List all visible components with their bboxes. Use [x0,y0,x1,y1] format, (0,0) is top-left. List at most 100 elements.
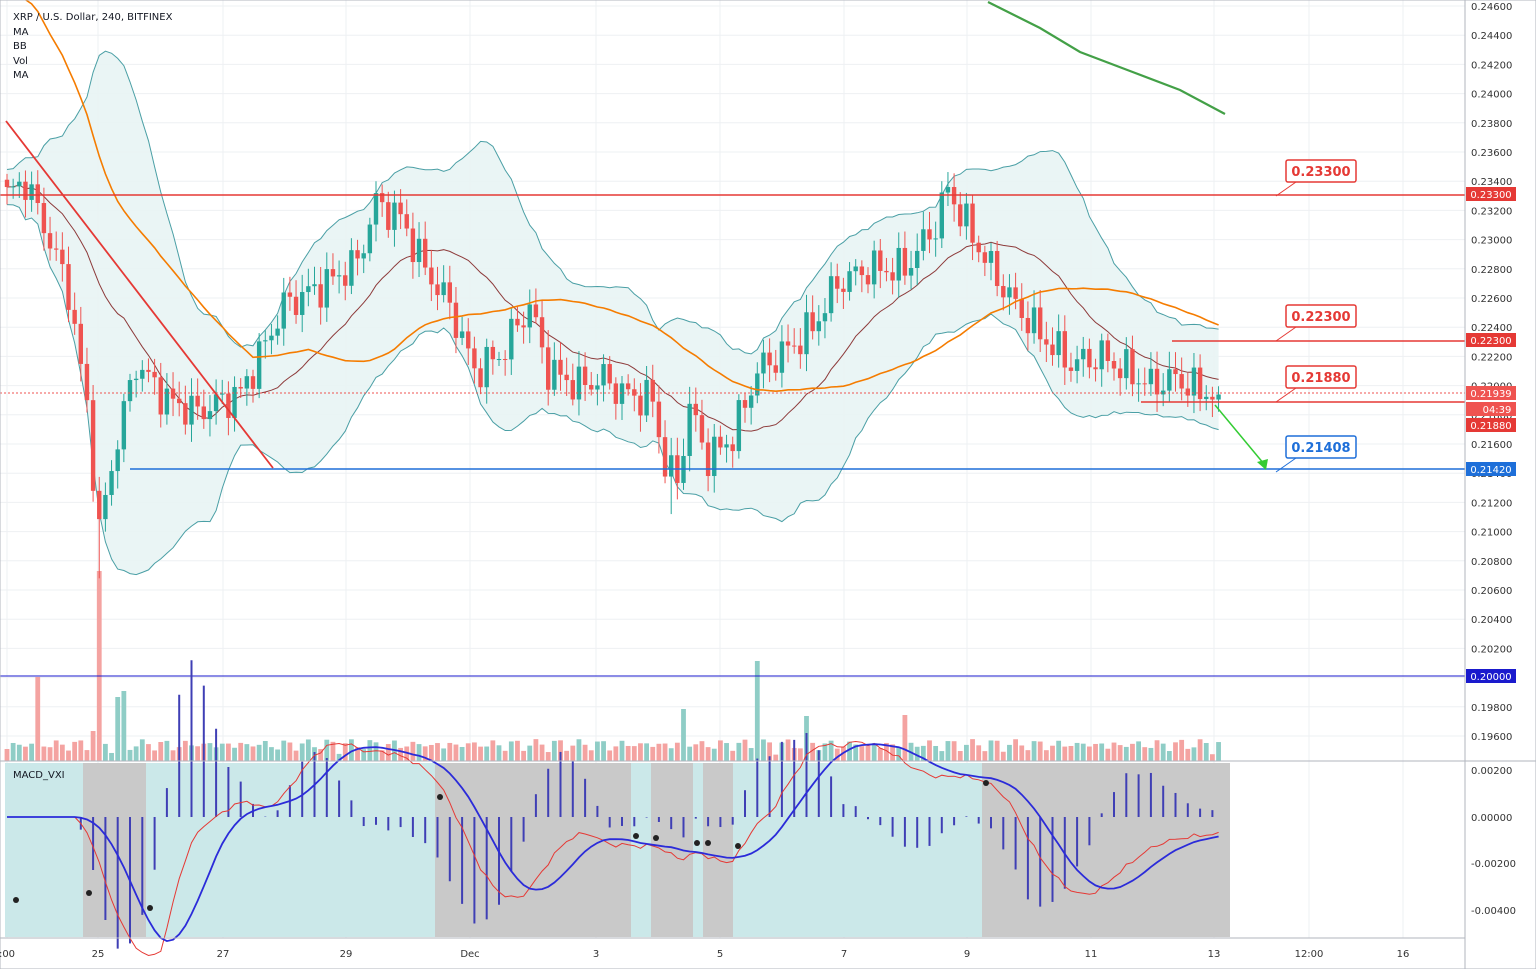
indicator-ma-1[interactable]: MA [13,26,29,38]
volume-bar [785,739,791,761]
macd-cross-dot [86,890,92,896]
volume-bar [41,746,47,761]
candle-body [662,437,668,477]
badge-resistance-223: 0.22300 [1466,333,1516,347]
volume-bar [527,745,533,761]
candle-body [170,388,176,399]
volume-bar [16,744,22,761]
candle-body [1031,307,1037,334]
candle-body [533,304,539,318]
candle-body [103,494,108,520]
indicator-vol[interactable]: Vol [13,55,28,67]
volume-bar [1080,743,1086,761]
candle-body [939,192,944,239]
candle-body [1007,287,1012,298]
callout-233[interactable]: 0.23300 [1275,159,1357,197]
candle-body [859,266,865,276]
candle-body [1191,367,1197,396]
candle-body [515,318,520,326]
candle-body [576,366,582,400]
candle-body [275,328,280,336]
candle-body [349,250,354,286]
volume-bar [1093,743,1098,761]
volume-bar [330,741,336,761]
volume-bar [613,746,619,761]
bollinger-bands [6,50,1219,576]
macd-cross-dot [13,897,19,903]
volume-bar [748,748,754,761]
candle-body [1044,339,1049,345]
volume-bar [976,745,982,761]
volume-bar [10,742,16,761]
volume-bar [398,747,403,761]
volume-bar [146,744,151,761]
badge-resistance-233: 0.23300 [1466,187,1516,201]
callout-21408[interactable]: 0.21408 [1275,435,1357,473]
indicator-ma-2[interactable]: MA [13,70,29,81]
volume-bar [656,743,662,761]
candle-body [619,383,625,404]
time-tick: :00 [0,949,15,960]
symbol-title[interactable]: XRP / U.S. Dollar, 240, BITFINEX [13,12,173,23]
price-tick: 0.23800 [1471,119,1512,130]
volume-bar [1050,745,1055,761]
volume-bar [379,750,385,761]
candle-body [1050,344,1055,356]
volume-bar [435,743,440,761]
candle-body [785,341,791,346]
svg-text:0.21420: 0.21420 [1470,465,1511,476]
volume-bar [1179,739,1185,761]
volume-bar [502,750,508,761]
price-tick: 0.23400 [1471,177,1512,188]
svg-text:04:39: 04:39 [1483,405,1512,416]
callout-2188[interactable]: 0.21880 [1275,365,1357,403]
macd-region [733,763,982,937]
candle-body [490,346,496,360]
volume-bar [1160,743,1166,761]
volume-bar [410,741,416,761]
candle-body [453,302,459,338]
price-tick: 0.23600 [1471,148,1512,159]
candle-body [656,401,662,438]
volume-bar [914,746,920,761]
candle-body [269,335,274,341]
volume-bar [232,747,237,761]
candle-body [884,270,889,273]
volume-bar [244,744,250,761]
volume-bar [508,741,514,761]
candle-body [773,365,778,373]
volume-bar [1068,745,1074,761]
volume-bar [558,740,563,761]
candle-body [121,401,127,450]
volume-bar [367,740,373,761]
candle-body [226,393,231,418]
candle-body [724,444,729,448]
callout-223[interactable]: 0.22300 [1275,304,1357,342]
indicator-bb[interactable]: BB [13,41,27,52]
volume-bar [1148,747,1154,761]
candle-body [496,359,502,361]
volume-bar [1105,748,1111,761]
volume-bar [441,748,447,761]
volume-bar [564,750,570,761]
candle-body [933,238,938,240]
candle-body [459,331,465,338]
time-tick: 5 [717,949,723,960]
volume-bar [47,747,53,761]
volume-bar [23,746,28,761]
price-tick: 0.19600 [1471,732,1512,743]
volume-bar [1099,743,1105,761]
candle-body [1216,394,1221,400]
candle-body [435,284,440,296]
candle-body [1001,286,1006,298]
volume-bar [66,750,71,761]
volume-bar [170,750,176,761]
candle-body [625,383,631,390]
candle-body [502,359,508,361]
volume-bar [1062,746,1068,761]
volume-bar [121,691,127,761]
volume-bar [638,743,643,761]
candle-body [478,368,483,388]
macd-label[interactable]: MACD_VXI [13,770,65,781]
